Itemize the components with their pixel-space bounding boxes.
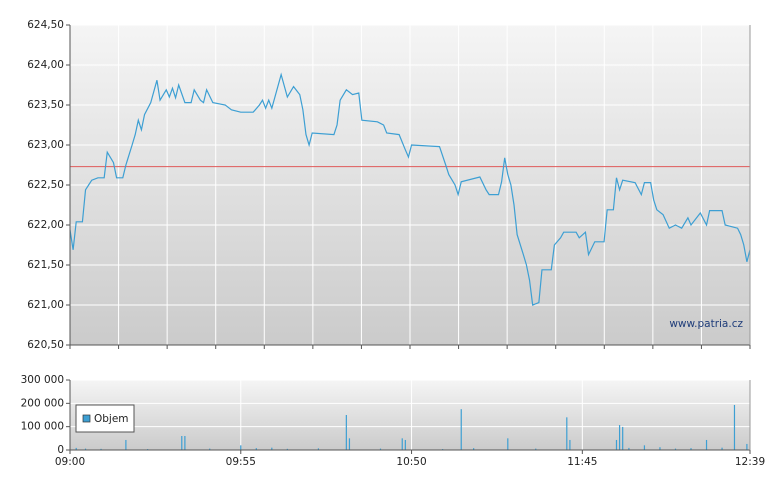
volume-bar bbox=[75, 447, 77, 450]
volume-bar bbox=[569, 439, 571, 450]
volume-bar bbox=[746, 443, 748, 450]
volume-bar bbox=[535, 448, 537, 450]
x-tick-label: 10:50 bbox=[396, 456, 426, 468]
volume-bar bbox=[507, 438, 509, 450]
volume-bar bbox=[615, 439, 618, 450]
volume-bar bbox=[379, 448, 382, 450]
volume-bar bbox=[566, 417, 568, 450]
y-tick-label: 620,50 bbox=[27, 339, 64, 351]
volume-bar bbox=[674, 448, 677, 450]
price-line bbox=[69, 72, 751, 306]
volume-bar bbox=[628, 447, 630, 450]
volume-bar bbox=[460, 409, 462, 450]
y-tick-label: 200 000 bbox=[21, 397, 64, 409]
volume-bar bbox=[473, 448, 475, 450]
volume-bar bbox=[733, 404, 736, 450]
watermark: www.patria.cz bbox=[669, 318, 743, 330]
volume-bar bbox=[184, 436, 186, 450]
volume-bar bbox=[255, 448, 257, 450]
volume-bar bbox=[643, 445, 646, 450]
volume-bar bbox=[618, 425, 621, 450]
y-tick-label: 624,00 bbox=[27, 59, 64, 71]
volume-bar bbox=[345, 415, 347, 450]
volume-bar bbox=[404, 439, 406, 450]
volume-plot-area bbox=[70, 380, 750, 450]
y-tick-label: 624,50 bbox=[27, 19, 64, 31]
y-tick-label: 621,00 bbox=[27, 299, 64, 311]
volume-bar bbox=[271, 447, 273, 450]
y-tick-label: 622,50 bbox=[27, 179, 64, 191]
volume-bar bbox=[100, 448, 102, 450]
volume-bar bbox=[209, 448, 211, 450]
y-tick-label: 0 bbox=[57, 444, 64, 456]
y-tick-label: 621,50 bbox=[27, 259, 64, 271]
volume-bar bbox=[401, 438, 403, 450]
x-tick-label: 09:00 bbox=[55, 456, 85, 468]
volume-bar bbox=[721, 447, 723, 450]
y-tick-label: 622,00 bbox=[27, 219, 64, 231]
volume-bar bbox=[348, 438, 351, 450]
y-tick-label: 623,00 bbox=[27, 139, 64, 151]
volume-bar bbox=[690, 448, 692, 450]
x-tick-label: 11:45 bbox=[567, 456, 597, 468]
volume-bar bbox=[125, 439, 127, 450]
legend-label: Objem bbox=[94, 413, 129, 425]
y-tick-label: 100 000 bbox=[21, 421, 64, 433]
volume-bar bbox=[181, 436, 183, 450]
x-tick-label: 09:55 bbox=[226, 456, 256, 468]
y-tick-label: 300 000 bbox=[21, 374, 64, 386]
legend-swatch bbox=[82, 414, 91, 423]
volume-bar bbox=[659, 447, 661, 450]
y-tick-label: 623,50 bbox=[27, 99, 64, 111]
volume-bar bbox=[240, 445, 242, 450]
volume-bar bbox=[622, 426, 624, 450]
volume-bar bbox=[317, 448, 320, 450]
volume-bar bbox=[705, 439, 708, 450]
volume-bar bbox=[84, 448, 87, 450]
x-tick-label: 12:39 bbox=[735, 456, 765, 468]
volume-bar bbox=[286, 448, 288, 450]
marks: 620,50 621,00 621,50 622,00 622,50 623,00 623,… bbox=[21, 19, 766, 468]
